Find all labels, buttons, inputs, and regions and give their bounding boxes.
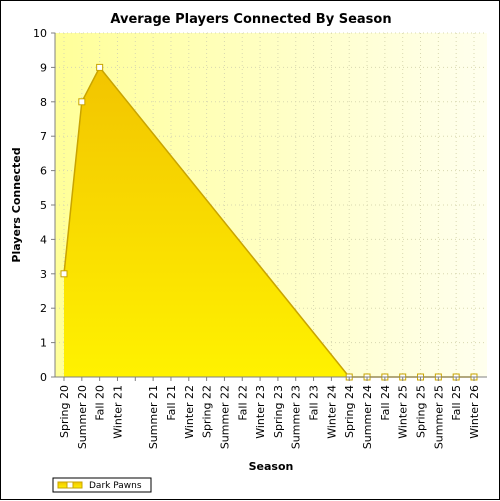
x-tick-label: Fall 25 xyxy=(450,385,463,421)
x-tick-label: Summer 24 xyxy=(361,385,374,449)
legend-label: Dark Pawns xyxy=(89,481,142,491)
y-tick-label: 8 xyxy=(40,96,47,109)
x-tick-label: Spring 25 xyxy=(415,385,428,438)
y-tick-label: 4 xyxy=(40,233,47,246)
y-axis-ticks: 0 1 2 3 4 5 6 7 8 9 10 xyxy=(33,27,55,384)
x-tick-label: Summer 22 xyxy=(218,385,231,449)
data-point-marker xyxy=(60,270,68,278)
legend: Dark Pawns xyxy=(52,477,152,493)
x-tick-label: Winter 23 xyxy=(254,385,267,439)
x-tick-label: Winter 22 xyxy=(183,385,196,439)
x-tick-label: Fall 20 xyxy=(94,385,107,421)
x-tick-label: Fall 23 xyxy=(308,385,321,421)
legend-marker-icon xyxy=(66,481,74,489)
x-tick-label: Summer 21 xyxy=(147,385,160,449)
y-tick-label: 3 xyxy=(40,268,47,281)
x-tick-label: Summer 20 xyxy=(76,385,89,449)
x-tick-label: Summer 23 xyxy=(290,385,303,449)
y-tick-label: 0 xyxy=(40,371,47,384)
x-tick-label: Spring 22 xyxy=(201,385,214,438)
x-tick-label: Spring 20 xyxy=(58,385,71,438)
x-tick-label: Winter 26 xyxy=(468,385,481,439)
x-tick-label: Spring 23 xyxy=(272,385,285,438)
y-axis-title: Players Connected xyxy=(10,147,23,262)
x-tick-label: Fall 22 xyxy=(236,385,249,421)
x-tick-label: Fall 21 xyxy=(165,385,178,421)
data-point-marker xyxy=(96,63,104,71)
x-tick-label: Summer 25 xyxy=(432,385,445,449)
x-tick-label: Spring 24 xyxy=(343,385,356,438)
x-tick-label: Fall 24 xyxy=(379,385,392,421)
series-area-dark-pawns xyxy=(64,67,474,378)
y-tick-label: 9 xyxy=(40,61,47,74)
x-axis-title: Season xyxy=(249,460,294,473)
y-tick-label: 2 xyxy=(40,302,47,315)
y-tick-label: 5 xyxy=(40,199,47,212)
x-tick-label: Winter 21 xyxy=(111,385,124,439)
y-tick-label: 10 xyxy=(33,27,47,40)
data-point-marker xyxy=(78,98,86,106)
chart-title: Average Players Connected By Season xyxy=(110,12,391,27)
x-axis-ticks: Spring 20 Summer 20 Fall 20 Winter 21 Summer… xyxy=(58,377,481,449)
y-tick-label: 6 xyxy=(40,165,47,178)
x-tick-label: Winter 25 xyxy=(397,385,410,439)
y-tick-label: 1 xyxy=(40,337,47,350)
x-tick-label: Winter 24 xyxy=(325,385,338,439)
y-tick-label: 7 xyxy=(40,130,47,143)
